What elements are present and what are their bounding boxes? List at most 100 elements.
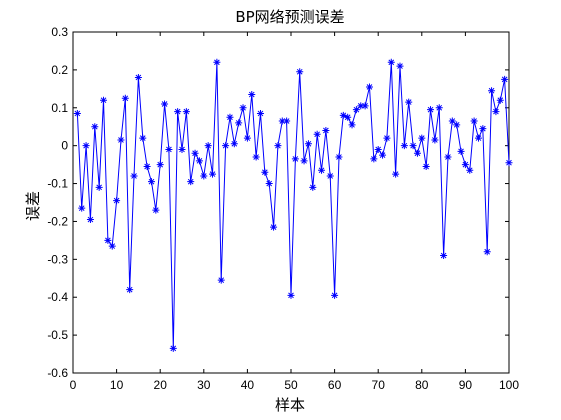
data-point-marker [418, 134, 426, 142]
data-point-marker [283, 117, 291, 125]
data-point-marker [139, 134, 147, 142]
x-tick-label: 60 [328, 378, 342, 392]
data-point-marker [230, 140, 238, 148]
data-point-marker [165, 145, 173, 153]
data-point-marker [335, 153, 343, 161]
data-point-marker [461, 161, 469, 169]
data-point-marker [195, 157, 203, 165]
data-point-marker [178, 145, 186, 153]
y-tick-label: -0.6 [47, 366, 68, 380]
data-point-marker [474, 134, 482, 142]
data-point-marker [113, 197, 121, 205]
x-axis-tick-labels: 0 10 20 30 40 50 60 70 80 90 100 [70, 378, 520, 392]
data-point-marker [409, 142, 417, 150]
data-point-marker [501, 75, 509, 83]
y-axis-title: 误差 [24, 191, 42, 221]
data-point-marker [278, 117, 286, 125]
x-tick-label: 10 [110, 378, 124, 392]
data-point-marker [252, 153, 260, 161]
data-point-marker [379, 151, 387, 159]
data-point-marker [357, 102, 365, 110]
x-tick-label: 50 [284, 378, 298, 392]
y-tick-label: -0.1 [47, 177, 68, 191]
x-tick-label: 70 [372, 378, 386, 392]
data-point-marker [73, 109, 81, 117]
data-point-marker [470, 117, 478, 125]
data-point-marker [82, 142, 90, 150]
data-point-marker [339, 111, 347, 119]
data-point-marker [296, 68, 304, 76]
data-point-marker [287, 291, 295, 299]
y-tick-label: 0 [61, 139, 68, 153]
data-point-marker [265, 180, 273, 188]
data-point-marker [248, 91, 256, 99]
data-point-marker [95, 183, 103, 191]
data-point-marker [435, 104, 443, 112]
data-point-marker [352, 106, 360, 114]
data-point-marker [365, 83, 373, 91]
data-point-marker [86, 216, 94, 224]
x-tick-label: 80 [415, 378, 429, 392]
data-point-marker [405, 98, 413, 106]
data-point-marker [400, 142, 408, 150]
data-point-marker [204, 142, 212, 150]
x-tick-label: 30 [197, 378, 211, 392]
data-point-marker [222, 142, 230, 150]
data-point-marker [104, 236, 112, 244]
data-point-marker [134, 73, 142, 81]
data-point-marker [466, 166, 474, 174]
data-point-marker [505, 159, 513, 167]
data-point-marker [492, 108, 500, 116]
y-tick-label: 0.2 [51, 63, 68, 77]
y-tick-label: -0.5 [47, 328, 68, 342]
data-point-marker [108, 242, 116, 250]
data-point-marker [209, 170, 217, 178]
data-point-marker [156, 161, 164, 169]
data-point-marker [392, 170, 400, 178]
y-tick-label: 0.3 [51, 25, 68, 39]
data-point-marker [431, 136, 439, 144]
data-point-marker [374, 145, 382, 153]
data-point-marker [174, 108, 182, 116]
data-point-marker [191, 149, 199, 157]
error-series-line [76, 62, 510, 349]
data-point-marker [427, 106, 435, 114]
data-point-marker [239, 104, 247, 112]
data-point-marker [78, 204, 86, 212]
data-point-marker [147, 178, 155, 186]
axis-ticks [72, 31, 510, 374]
data-point-marker [413, 149, 421, 157]
data-point-marker [235, 119, 243, 127]
data-point-marker [309, 183, 317, 191]
data-point-marker [91, 123, 99, 131]
data-point-marker [313, 130, 321, 138]
data-point-marker [152, 206, 160, 214]
data-point-marker [326, 172, 334, 180]
data-point-marker [440, 252, 448, 260]
x-tick-label: 0 [70, 378, 77, 392]
data-point-marker [331, 291, 339, 299]
y-tick-label: -0.3 [47, 252, 68, 266]
data-point-marker [187, 178, 195, 186]
data-point-marker [322, 127, 330, 135]
data-point-marker [300, 157, 308, 165]
data-point-marker [121, 94, 129, 102]
data-point-marker [483, 248, 491, 256]
data-point-marker [169, 344, 177, 352]
plot-area [72, 31, 510, 374]
data-point-marker [448, 117, 456, 125]
data-point-marker [344, 113, 352, 121]
y-axis-tick-labels: 0.3 0.2 0.1 0 -0.1 -0.2 -0.3 -0.4 -0.5 -0.6 [47, 25, 68, 380]
data-point-marker [291, 155, 299, 163]
data-point-marker [200, 172, 208, 180]
x-tick-label: 40 [241, 378, 255, 392]
data-point-marker [213, 58, 221, 66]
x-tick-label: 20 [154, 378, 168, 392]
y-tick-label: -0.2 [47, 214, 68, 228]
data-point-marker [243, 134, 251, 142]
data-point-marker [453, 121, 461, 129]
x-axis-title: 样本 [275, 396, 305, 414]
data-point-marker [361, 102, 369, 110]
data-point-marker [117, 136, 125, 144]
